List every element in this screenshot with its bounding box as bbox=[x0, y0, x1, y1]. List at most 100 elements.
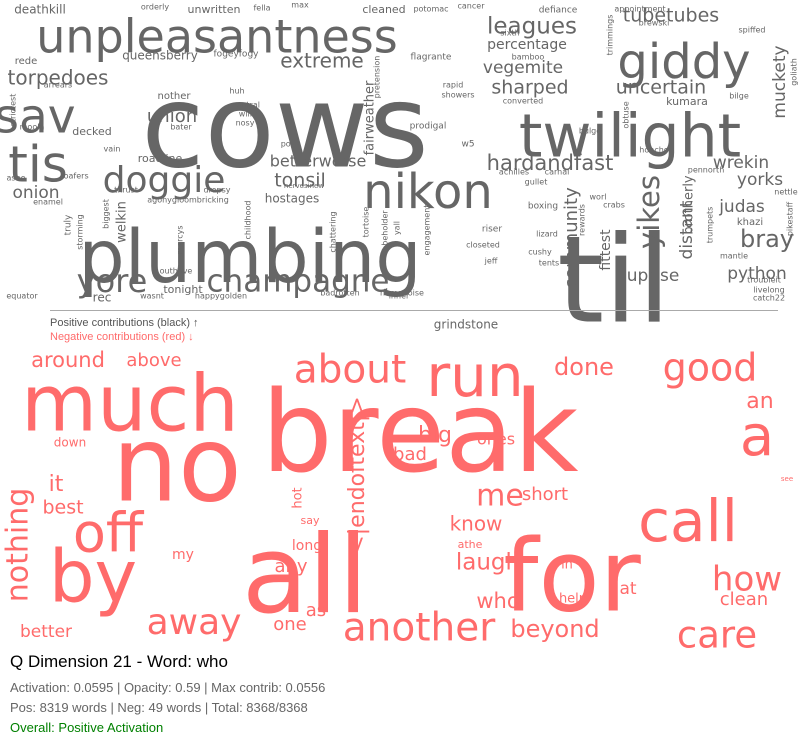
positive-word-yikes: yikes bbox=[632, 175, 666, 249]
positive-word-mantle: mantle bbox=[720, 252, 748, 261]
positive-word-worl: worl bbox=[590, 193, 607, 202]
positive-word-w5: w5 bbox=[461, 140, 474, 150]
positive-word-welkin: welkin bbox=[115, 201, 130, 243]
positive-word-appointment: appointment bbox=[614, 5, 665, 14]
positive-word-betterworse: betterworse bbox=[270, 152, 367, 171]
positive-word-extreme: extreme bbox=[280, 49, 364, 73]
positive-word-python: python bbox=[727, 264, 786, 284]
positive-word-vain: vain bbox=[104, 145, 121, 154]
positive-word-bulge: bulge bbox=[579, 127, 601, 136]
positive-word-bamboo: bamboo bbox=[512, 53, 545, 62]
positive-word-hardandfast: hardandfast bbox=[487, 151, 614, 175]
positive-word-chattering: chattering bbox=[329, 211, 338, 252]
negative-word-by: by bbox=[49, 535, 137, 619]
positive-word-pretension: pretension bbox=[373, 56, 382, 99]
negative-word-hot: hot bbox=[291, 487, 306, 508]
positive-word-catch22: catch22 bbox=[753, 294, 785, 303]
positive-word-tonsil: tonsil bbox=[274, 170, 326, 192]
positive-word-truly: truly bbox=[64, 214, 74, 235]
negative-word-see: see bbox=[781, 475, 793, 483]
positive-word-boxing: boxing bbox=[528, 202, 558, 212]
negative-word-athe: athe bbox=[458, 538, 483, 551]
positive-word-nervesinew: nervesinew bbox=[284, 182, 324, 190]
positive-word-potomac: potomac bbox=[413, 5, 448, 14]
positive-word-dropsy: dropsy bbox=[203, 186, 230, 195]
positive-word-tis: tis bbox=[8, 136, 68, 194]
positive-word-equator: equator bbox=[6, 292, 38, 301]
negative-word-break: break bbox=[261, 368, 578, 498]
positive-word-tortoise: tortoise bbox=[362, 207, 371, 238]
positive-word-engagement: engagement bbox=[423, 205, 432, 256]
positive-word-polls: polls bbox=[281, 140, 300, 149]
positive-word-inner: inner bbox=[389, 292, 410, 301]
chart-title: Q Dimension 21 - Word: who bbox=[10, 652, 228, 671]
legend: Positive contributions (black) ↑ Negativ… bbox=[50, 316, 199, 344]
positive-word-doggie: doggie bbox=[103, 160, 226, 201]
negative-word-off: off bbox=[73, 502, 145, 565]
positive-word-converted: converted bbox=[503, 97, 543, 106]
negative-word-any: any bbox=[274, 556, 307, 577]
positive-word-happygolden: happygolden bbox=[195, 292, 247, 301]
positive-word-pennorth: pennorth bbox=[688, 166, 725, 175]
legend-negative: Negative contributions (red) ↓ bbox=[50, 331, 194, 343]
positive-word-max: max bbox=[291, 1, 309, 10]
positive-word-brewski: brewski bbox=[639, 19, 670, 28]
positive-word-carnal: carnal bbox=[545, 168, 570, 177]
positive-word-namenoise: namenoise bbox=[380, 289, 424, 298]
negative-word-nothing: nothing bbox=[1, 488, 36, 603]
negative-word-laugh: laugh bbox=[456, 550, 520, 576]
negative-word-my: my bbox=[172, 547, 194, 563]
positive-word-union: union bbox=[147, 106, 197, 127]
negative-word-another: another bbox=[343, 606, 496, 651]
positive-word-cancer: cancer bbox=[458, 2, 486, 11]
positive-word-muckety: muckety bbox=[770, 45, 790, 118]
positive-word-biggest: biggest bbox=[102, 199, 111, 229]
positive-word-bater: bater bbox=[170, 123, 192, 132]
negative-word-long: long bbox=[292, 538, 322, 554]
positive-word-showers: showers bbox=[441, 91, 474, 100]
positive-word-tonight: tonight bbox=[163, 283, 203, 296]
positive-word-closeted: closeted bbox=[466, 241, 500, 250]
positive-word-rapid: rapid bbox=[443, 81, 464, 90]
positive-word-plumbing: plumbing bbox=[78, 215, 421, 300]
positive-word-wrekin: wrekin bbox=[713, 153, 769, 173]
positive-word-nother: nother bbox=[158, 91, 192, 102]
negative-word-endoftext: <|endoftext|> bbox=[345, 396, 370, 553]
positive-word-beholder: beholder bbox=[381, 210, 390, 246]
negative-word-who: who bbox=[476, 589, 519, 613]
negative-word-ones: ones bbox=[477, 430, 515, 449]
positive-word-orderly: orderly bbox=[141, 3, 170, 12]
negative-word-as: as bbox=[306, 600, 326, 621]
positive-word-wasnt: wasnt bbox=[140, 292, 164, 301]
positive-word-badrotten: badrotten bbox=[320, 289, 359, 298]
negative-word-a: a bbox=[740, 404, 774, 469]
positive-word-champagne: champagne bbox=[207, 264, 390, 300]
positive-word-unwritten: unwritten bbox=[188, 3, 241, 16]
negative-word-down: down bbox=[54, 436, 86, 450]
positive-word-roadline: roadline bbox=[138, 152, 183, 165]
negative-word-done: done bbox=[554, 353, 614, 381]
negative-word-an: an bbox=[746, 389, 773, 414]
negative-word-clean: clean bbox=[720, 589, 768, 610]
positive-word-crabs: crabs bbox=[603, 201, 625, 210]
positive-word-central: central bbox=[232, 101, 260, 110]
negative-word-know: know bbox=[450, 512, 503, 536]
negative-word-call: call bbox=[638, 487, 738, 555]
negative-word-above: above bbox=[126, 350, 181, 371]
positive-word-fella: fella bbox=[253, 4, 270, 13]
negative-word-bad: bad bbox=[393, 444, 427, 465]
positive-word-grindstone: grindstone bbox=[434, 318, 498, 332]
positive-word-goliath: goliath bbox=[790, 58, 799, 86]
positive-word-strictest: strictest bbox=[9, 94, 18, 127]
positive-word-kumara: kumara bbox=[666, 95, 708, 108]
positive-word-bray: bray bbox=[740, 225, 794, 253]
negative-word-best: best bbox=[42, 497, 83, 519]
negative-word-short: short bbox=[522, 484, 568, 505]
positive-word-til: til bbox=[557, 212, 671, 351]
negative-word-big: big bbox=[418, 423, 452, 448]
negative-word-much: much bbox=[21, 359, 239, 449]
positive-word-cleaned: cleaned bbox=[362, 3, 405, 16]
positive-word-rewards: rewards bbox=[578, 204, 587, 236]
positive-word-spiffed: spiffed bbox=[739, 26, 766, 35]
positive-word-loafers: loafers bbox=[61, 172, 88, 181]
